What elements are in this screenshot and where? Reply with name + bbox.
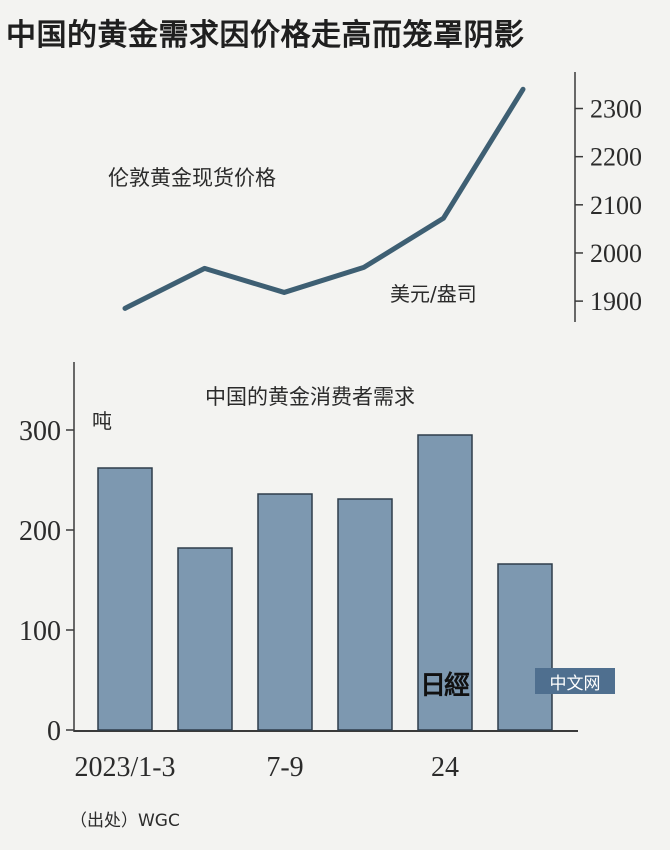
demand-bar (177, 547, 233, 731)
source-note: （出处）WGC (70, 811, 180, 831)
demand-bar (497, 563, 553, 731)
bar-chart-y-tick-label: 0 (47, 716, 61, 747)
headline: 中国的黄金需求因价格走高而笼罩阴影 (6, 18, 525, 53)
line-chart-y-tick-label: 2000 (590, 239, 642, 268)
price-series-line (122, 86, 526, 311)
bar-chart-unit: 吨 (92, 409, 112, 433)
bar-chart-title: 中国的黄金消费者需求 (205, 385, 415, 409)
bar-chart-x-tick-label: 7-9 (266, 752, 303, 783)
line-chart-y-tick-label: 2300 (590, 95, 642, 124)
bar-chart-y-tick-label: 200 (19, 516, 61, 547)
line-chart-y-tick-label: 2200 (590, 143, 642, 172)
line-chart-unit: 美元/盎司 (390, 282, 477, 306)
bar-chart-y-tick-label: 300 (19, 416, 61, 447)
demand-bar (337, 498, 393, 731)
bar-chart-x-tick-label: 24 (431, 752, 459, 783)
line-chart-y-tick-label: 1900 (590, 287, 642, 316)
line-chart-y-tick-label: 2100 (590, 191, 642, 220)
demand-bar (97, 467, 153, 731)
bar-chart-x-tick-label: 2023/1-3 (74, 752, 175, 783)
line-chart-title: 伦敦黄金现货价格 (108, 166, 276, 190)
nikkei-logo: 日經 (420, 671, 470, 701)
bar-chart-y-tick-label: 100 (19, 616, 61, 647)
watermark-box: 中文网 (535, 668, 615, 694)
demand-bar (417, 434, 473, 731)
demand-bar (257, 493, 313, 731)
